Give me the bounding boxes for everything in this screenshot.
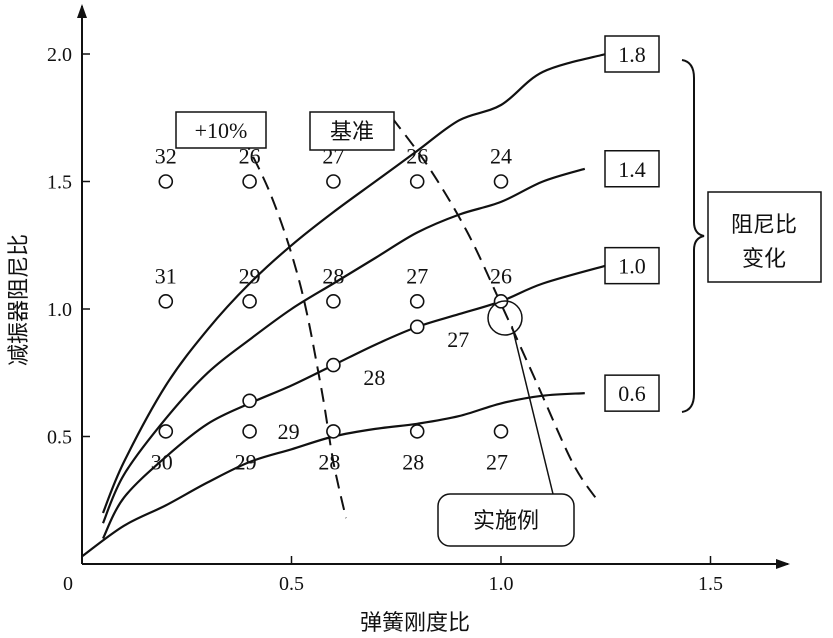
- series-label: 1.8: [618, 42, 646, 67]
- example-leader-line: [511, 325, 554, 495]
- example-label: 实施例: [473, 509, 539, 534]
- example-highlight-ring: [487, 300, 523, 336]
- y-tick-label: 0.5: [47, 427, 72, 449]
- data-point: [326, 424, 341, 439]
- series-label-frame: [604, 35, 660, 73]
- brace-group: 阻尼比 变化: [681, 59, 822, 413]
- data-point-label: 32: [155, 144, 177, 169]
- x-tick-label: 1.5: [698, 573, 723, 595]
- base-label-frame: [309, 111, 395, 151]
- data-point: [409, 319, 425, 335]
- plus-10-label-box: +10%: [175, 111, 267, 149]
- data-point-label: 31: [155, 263, 177, 288]
- data-point-label: 26: [490, 263, 512, 288]
- right-brace: [681, 59, 705, 413]
- data-point-label: 27: [406, 263, 428, 288]
- data-point: [409, 424, 425, 439]
- data-point-label: 26: [239, 144, 261, 169]
- y-axis-title: 减振器阻尼比: [7, 234, 32, 366]
- series-label-frame: [604, 150, 660, 188]
- series-label: 0.6: [618, 381, 646, 406]
- data-point-label: 27: [447, 327, 469, 352]
- data-point: [158, 174, 174, 189]
- damping-change-label-line1: 阻尼比: [731, 213, 797, 238]
- data-point: [242, 294, 257, 309]
- data-point: [242, 424, 257, 439]
- data-point-label: 28: [318, 449, 340, 474]
- y-tick-label: 1.0: [47, 299, 72, 321]
- x-tick-label: 0.5: [279, 573, 304, 595]
- series-line: [101, 52, 607, 514]
- data-point: [409, 174, 425, 189]
- series-line: [101, 167, 586, 524]
- x-axis-title: 弹簧刚度比: [360, 611, 470, 636]
- x-tick-label: 0: [63, 573, 73, 595]
- data-point-label: 26: [406, 144, 428, 169]
- data-point-label: 29: [239, 263, 261, 288]
- data-point-label: 24: [490, 144, 512, 169]
- data-point-label: 28: [402, 449, 424, 474]
- data-point: [326, 294, 341, 309]
- series-label: 1.0: [618, 254, 646, 279]
- data-point-label: 29: [235, 449, 257, 474]
- data-point: [326, 174, 341, 189]
- plus-10-label: +10%: [195, 118, 248, 143]
- x-tick-label: 1.0: [489, 573, 514, 595]
- data-point: [158, 424, 174, 439]
- data-point: [493, 424, 509, 439]
- series-label-frame: [604, 374, 660, 412]
- base-label-box: 基准: [309, 111, 395, 151]
- y-tick-label: 1.5: [47, 172, 72, 194]
- example-callout: 实施例: [437, 300, 575, 547]
- damping-change-label-line2: 变化: [742, 247, 786, 272]
- series-label-frame: [604, 246, 660, 285]
- data-point-label: 28: [363, 365, 385, 390]
- data-point: [493, 174, 509, 189]
- data-point-label: 27: [486, 449, 508, 474]
- plus-10-label-frame: [175, 111, 267, 149]
- example-frame: [437, 493, 575, 547]
- data-point: [242, 174, 257, 189]
- data-point: [326, 357, 341, 373]
- dashed-line: [391, 117, 599, 501]
- axes: [77, 4, 790, 569]
- y-tick-label: 2.0: [47, 44, 72, 66]
- data-point: [242, 393, 257, 409]
- dashed-line: [231, 117, 347, 519]
- data-point-label: 29: [278, 419, 300, 444]
- data-point-label: 30: [151, 449, 173, 474]
- data-point: [409, 294, 425, 309]
- data-point: [158, 294, 174, 309]
- base-label: 基准: [330, 120, 374, 145]
- series-label: 1.4: [618, 157, 646, 182]
- damping-change-frame: [707, 191, 822, 283]
- data-point-label: 28: [322, 263, 344, 288]
